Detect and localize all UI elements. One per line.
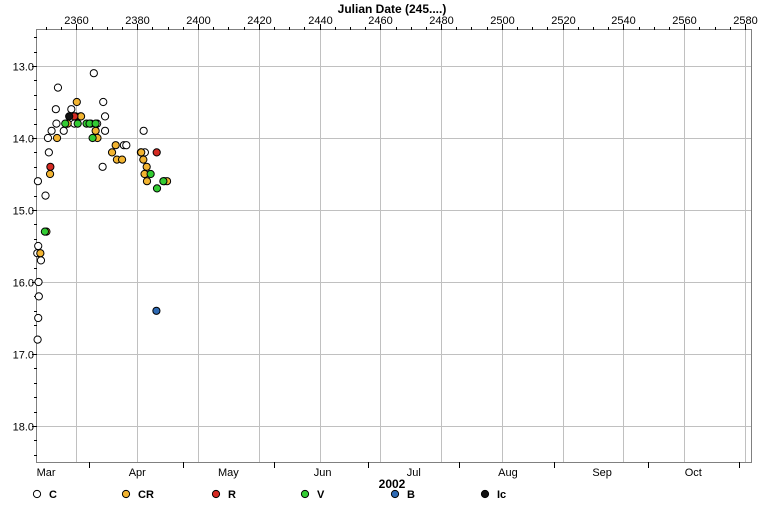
data-point-c [139, 126, 148, 135]
x-axis-label: 2002 [379, 477, 406, 491]
chart-title: Julian Date (245....) [338, 2, 447, 16]
data-point-c [89, 69, 98, 78]
data-point-c [99, 97, 108, 107]
legend-label-ic: Ic [497, 489, 506, 501]
data-point-c [47, 126, 56, 135]
data-point-c [34, 292, 43, 301]
data-point-r [152, 148, 161, 157]
month-label: Apr [129, 467, 146, 479]
top-tick-label: 2360 [64, 15, 88, 27]
top-tick-label: 2380 [125, 15, 149, 27]
legend-marker-r [211, 489, 221, 499]
data-point-c [44, 148, 53, 157]
top-tick-label: 2400 [186, 15, 210, 27]
data-point-cr [111, 141, 120, 150]
y-tick-label: 18.0 [13, 422, 34, 434]
data-point-cr [91, 126, 100, 135]
legend-marker-b [390, 489, 400, 499]
data-point-c [100, 112, 110, 121]
data-point-cr [36, 249, 45, 258]
y-tick-label: 13.0 [13, 62, 34, 74]
top-tick-label: 2480 [429, 15, 453, 27]
data-point-cr [117, 155, 127, 164]
grid [37, 30, 751, 462]
legend: C CR R V B Ic [32, 489, 506, 501]
legend-label-b: B [407, 489, 415, 501]
data-point-c [100, 126, 110, 135]
top-tick-label: 2580 [733, 15, 757, 27]
data-point-v [159, 177, 168, 186]
legend-marker-cr [121, 489, 131, 499]
y-tick-label: 15.0 [13, 206, 34, 218]
data-point-c [98, 162, 107, 171]
y-tick-label: 16.0 [13, 278, 34, 290]
month-label: Oct [685, 467, 702, 479]
legend-marker-v [300, 489, 310, 499]
data-point-v [40, 227, 49, 236]
legend-marker-ic [480, 489, 490, 499]
data-point-cr [137, 148, 146, 157]
legend-marker-c [32, 489, 42, 499]
month-label: May [218, 467, 239, 479]
data-point-c [34, 241, 43, 251]
data-point-v [61, 119, 70, 128]
top-tick-label: 2420 [247, 15, 271, 27]
data-point-v [73, 119, 82, 128]
data-point-c [53, 83, 63, 92]
data-point-c [51, 105, 60, 114]
y-tick-label: 17.0 [13, 350, 34, 362]
data-point-v [91, 119, 100, 128]
legend-label-r: R [228, 489, 236, 501]
data-point-cr [52, 133, 62, 143]
top-tick-label: 2440 [308, 15, 332, 27]
data-point-v [146, 169, 155, 179]
y-tick-label: 14.0 [13, 134, 34, 146]
data-point-b [152, 306, 161, 315]
top-tick-label: 2560 [672, 15, 696, 27]
data-point-c [41, 191, 50, 200]
month-label: Mar [37, 467, 56, 479]
data-point-cr [142, 177, 152, 186]
month-label: Aug [498, 467, 518, 479]
data-point-c [122, 141, 131, 150]
data-point-v [88, 133, 97, 143]
month-label: Sep [592, 467, 612, 479]
month-label: Jul [407, 467, 421, 479]
data-point-r [46, 162, 55, 171]
data-point-cr [142, 162, 151, 171]
data-point-v [152, 184, 162, 193]
data-point-c [33, 335, 42, 344]
legend-label-c: C [49, 489, 57, 501]
top-tick-label: 2520 [551, 15, 575, 27]
data-point-c [36, 256, 46, 265]
data-point-cr [76, 112, 86, 121]
data-point-c [67, 105, 76, 114]
top-tick-label: 2500 [490, 15, 514, 27]
data-point-c [52, 119, 61, 128]
data-point-cr [72, 97, 81, 107]
month-label: Jun [314, 467, 332, 479]
data-point-c [59, 126, 68, 135]
top-tick-label: 2540 [611, 15, 635, 27]
legend-label-v: V [317, 489, 325, 501]
data-point-c [33, 177, 43, 186]
top-tick-label: 2460 [368, 15, 392, 27]
data-point-cr [107, 148, 117, 157]
plot-frame [36, 29, 752, 463]
legend-label-cr: CR [138, 489, 154, 501]
data-point-ic [65, 112, 74, 121]
data-point-c [34, 313, 43, 323]
data-point-cr [139, 155, 148, 164]
data-point-c [43, 133, 53, 143]
data-point-c [34, 277, 43, 287]
data-point-cr [45, 169, 55, 179]
